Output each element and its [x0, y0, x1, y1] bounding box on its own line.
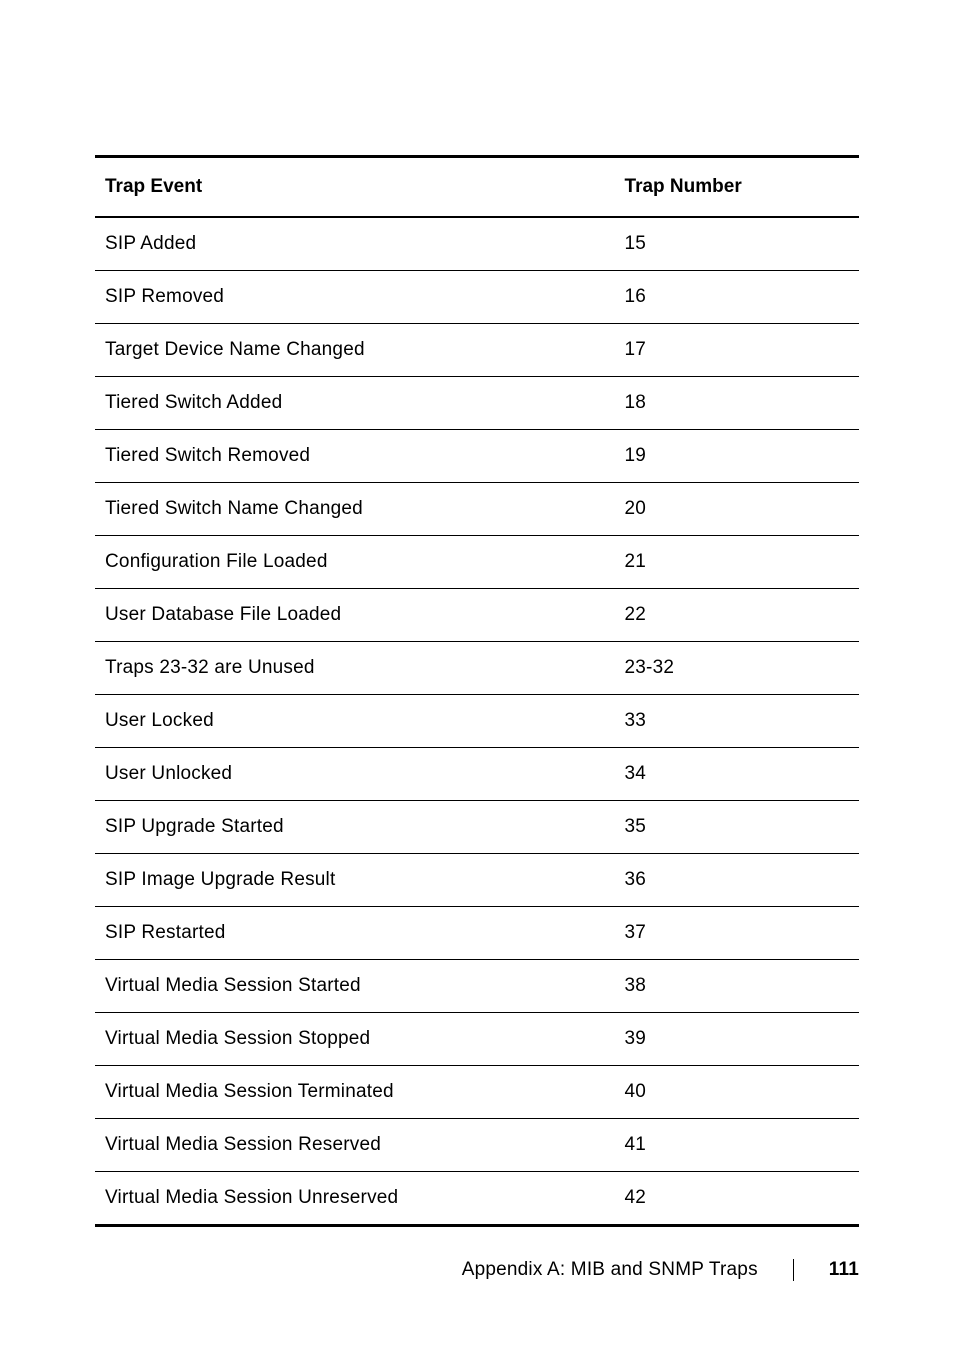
cell-event: SIP Added [95, 217, 615, 271]
table-row: Traps 23-32 are Unused 23-32 [95, 642, 859, 695]
table-row: User Locked 33 [95, 695, 859, 748]
table-row: Virtual Media Session Unreserved 42 [95, 1172, 859, 1226]
table-row: SIP Added 15 [95, 217, 859, 271]
cell-number: 15 [615, 217, 859, 271]
document-page: Trap Event Trap Number SIP Added 15 SIP … [0, 0, 954, 1351]
cell-number: 16 [615, 271, 859, 324]
table-row: SIP Image Upgrade Result 36 [95, 854, 859, 907]
cell-event: Virtual Media Session Started [95, 960, 615, 1013]
column-header-event: Trap Event [95, 157, 615, 218]
table-row: SIP Restarted 37 [95, 907, 859, 960]
cell-number: 18 [615, 377, 859, 430]
cell-event: Traps 23-32 are Unused [95, 642, 615, 695]
table-row: Virtual Media Session Reserved 41 [95, 1119, 859, 1172]
cell-event: SIP Upgrade Started [95, 801, 615, 854]
cell-event: Virtual Media Session Stopped [95, 1013, 615, 1066]
cell-event: Virtual Media Session Terminated [95, 1066, 615, 1119]
cell-event: Configuration File Loaded [95, 536, 615, 589]
cell-event: Tiered Switch Removed [95, 430, 615, 483]
table-row: Virtual Media Session Started 38 [95, 960, 859, 1013]
cell-event: Virtual Media Session Unreserved [95, 1172, 615, 1226]
cell-event: Virtual Media Session Reserved [95, 1119, 615, 1172]
cell-number: 34 [615, 748, 859, 801]
table-row: Virtual Media Session Terminated 40 [95, 1066, 859, 1119]
table-row: Virtual Media Session Stopped 39 [95, 1013, 859, 1066]
table-header-row: Trap Event Trap Number [95, 157, 859, 218]
cell-number: 23-32 [615, 642, 859, 695]
cell-number: 41 [615, 1119, 859, 1172]
cell-event: Tiered Switch Added [95, 377, 615, 430]
page-footer: Appendix A: MIB and SNMP Traps 111 [462, 1259, 859, 1281]
column-header-number: Trap Number [615, 157, 859, 218]
cell-event: User Locked [95, 695, 615, 748]
table-row: Configuration File Loaded 21 [95, 536, 859, 589]
cell-number: 38 [615, 960, 859, 1013]
cell-number: 37 [615, 907, 859, 960]
cell-number: 17 [615, 324, 859, 377]
table-row: Tiered Switch Removed 19 [95, 430, 859, 483]
cell-event: User Unlocked [95, 748, 615, 801]
table-row: Tiered Switch Added 18 [95, 377, 859, 430]
cell-event: SIP Image Upgrade Result [95, 854, 615, 907]
cell-number: 42 [615, 1172, 859, 1226]
cell-event: Target Device Name Changed [95, 324, 615, 377]
footer-section: Appendix A: MIB and SNMP Traps [462, 1259, 758, 1281]
table-row: User Unlocked 34 [95, 748, 859, 801]
cell-number: 22 [615, 589, 859, 642]
cell-event: SIP Restarted [95, 907, 615, 960]
cell-number: 40 [615, 1066, 859, 1119]
table-row: Target Device Name Changed 17 [95, 324, 859, 377]
footer-page-number: 111 [829, 1259, 859, 1281]
table-row: Tiered Switch Name Changed 20 [95, 483, 859, 536]
footer-separator [793, 1259, 794, 1281]
cell-event: User Database File Loaded [95, 589, 615, 642]
table-row: User Database File Loaded 22 [95, 589, 859, 642]
cell-number: 36 [615, 854, 859, 907]
table-row: SIP Upgrade Started 35 [95, 801, 859, 854]
cell-event: SIP Removed [95, 271, 615, 324]
trap-events-table: Trap Event Trap Number SIP Added 15 SIP … [95, 155, 859, 1227]
cell-number: 21 [615, 536, 859, 589]
table-row: SIP Removed 16 [95, 271, 859, 324]
cell-number: 39 [615, 1013, 859, 1066]
cell-number: 33 [615, 695, 859, 748]
cell-event: Tiered Switch Name Changed [95, 483, 615, 536]
cell-number: 19 [615, 430, 859, 483]
cell-number: 20 [615, 483, 859, 536]
cell-number: 35 [615, 801, 859, 854]
